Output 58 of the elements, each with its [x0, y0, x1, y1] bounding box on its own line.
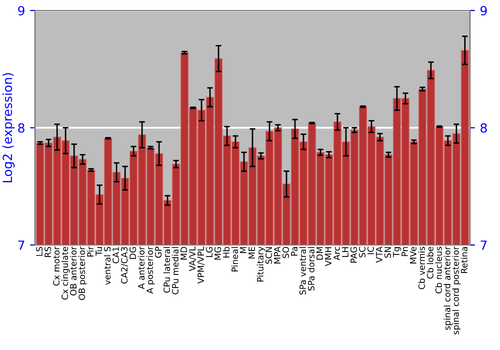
- x-tick-label: Cb nucleus: [435, 246, 442, 294]
- x-tick-label: spinal cord posterior: [452, 246, 461, 334]
- x-tick-label: MD: [180, 246, 187, 260]
- x-tick-label: Cb lobe: [426, 246, 434, 279]
- x-tick-label: M: [240, 247, 246, 253]
- x-tick-label: VTA: [376, 246, 382, 263]
- x-tick-label: RS: [44, 246, 52, 257]
- x-tick-label: LG: [206, 247, 213, 258]
- y-tick-label: 7: [18, 240, 24, 250]
- x-tick-label: A anterior: [138, 246, 145, 290]
- x-tick-label: SCN: [265, 247, 272, 264]
- x-tick-label: SO: [282, 246, 289, 258]
- x-tick-label: Tu: [96, 247, 102, 256]
- y2-tick-label: 9: [480, 6, 487, 16]
- x-tick-label: SPa ventral: [299, 247, 306, 295]
- x-tick-label: MVe: [410, 246, 416, 264]
- x-tick-label: Pineal: [231, 247, 238, 272]
- x-tick-label: Tg: [393, 247, 402, 258]
- x-tick-label: ME: [248, 246, 255, 258]
- x-tick-label: Arc: [334, 246, 340, 260]
- x-tick-label: VA/VL: [189, 246, 196, 272]
- x-tick-label: LH: [342, 247, 348, 257]
- x-tick-label: Pir: [86, 246, 94, 256]
- x-tick-label: CA1: [112, 247, 120, 264]
- x-tick-label: Cb vermis: [418, 246, 425, 290]
- y-axis-title: Log2 (expression): [2, 73, 15, 182]
- x-tick-label: DM: [316, 247, 323, 260]
- x-tick-label: SN: [384, 247, 391, 258]
- x-tick-label: ventral S: [104, 246, 111, 285]
- x-tick-label: DG: [130, 247, 136, 259]
- x-tick-label: LS: [36, 246, 43, 256]
- x-tick-label: Cx cingulate: [61, 246, 70, 300]
- x-tick-label: Hb: [222, 246, 230, 258]
- x-tick-label: Retina: [460, 247, 468, 273]
- x-tick-label: CA2/CA3: [121, 247, 128, 284]
- x-tick-label: CPu lateral: [163, 247, 170, 293]
- x-tick-label: SC: [358, 246, 366, 258]
- y-tick-label: 9: [18, 6, 24, 16]
- x-tick-label: OB anterior: [70, 246, 77, 296]
- x-tick-label: CPu medial: [172, 247, 179, 294]
- x-tick-label: Cx motor: [53, 246, 60, 286]
- x-tick-label: Pa: [291, 247, 298, 256]
- x-tick-label: A posterior: [146, 246, 155, 294]
- x-tick-label: GP: [155, 246, 162, 258]
- y2-tick-label: 7: [480, 240, 487, 250]
- x-tick-label: Pituitary: [256, 246, 266, 282]
- x-tick-label: OB posterior: [78, 246, 87, 300]
- y-tick-label: 8: [18, 123, 24, 133]
- x-tick-label: IC: [367, 246, 374, 254]
- x-tick-label: VPM/VPL: [198, 246, 205, 284]
- x-tick-label: spinal cord anterior: [444, 246, 452, 330]
- x-tick-label: PAG: [350, 247, 357, 263]
- x-tick-label: VMH: [325, 247, 332, 266]
- x-tick-label: Pn: [402, 247, 408, 256]
- y2-tick-label: 8: [480, 123, 487, 133]
- x-tick-label: MG: [214, 247, 222, 260]
- x-tick-label: MPA: [274, 246, 280, 264]
- x-tick-label: SPa dorsal: [308, 247, 314, 291]
